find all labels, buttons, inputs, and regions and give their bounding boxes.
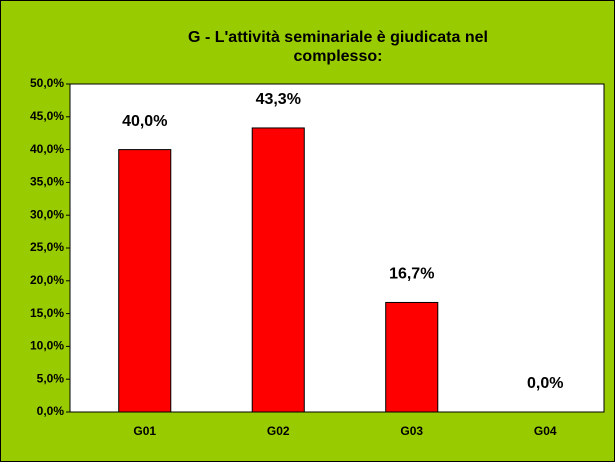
x-tick-label: G02 (267, 424, 290, 438)
y-tick-label: 35,0% (30, 175, 64, 189)
y-tick-label: 50,0% (30, 76, 64, 90)
bar (118, 149, 172, 413)
y-tick-label: 5,0% (37, 371, 65, 385)
y-tick-label: 20,0% (30, 273, 64, 287)
y-tick-label: 30,0% (30, 207, 64, 221)
y-tick-label: 0,0% (37, 404, 65, 418)
bar (385, 301, 439, 413)
y-tick-label: 25,0% (30, 240, 64, 254)
x-tick-label: G03 (400, 424, 423, 438)
y-tick-label: 40,0% (30, 142, 64, 156)
bar (251, 127, 305, 413)
chart-title: G - L'attività seminariale è giudicata n… (188, 29, 488, 46)
chart-title: complesso: (294, 48, 383, 65)
data-label: 0,0% (527, 375, 563, 392)
y-tick-label: 10,0% (30, 339, 64, 353)
y-tick-label: 45,0% (30, 109, 64, 123)
x-tick-label: G01 (133, 424, 156, 438)
data-label: 16,7% (389, 266, 434, 283)
y-tick-label: 15,0% (30, 306, 64, 320)
data-label: 40,0% (122, 113, 167, 130)
x-tick-label: G04 (534, 424, 557, 438)
data-label: 43,3% (256, 91, 301, 108)
